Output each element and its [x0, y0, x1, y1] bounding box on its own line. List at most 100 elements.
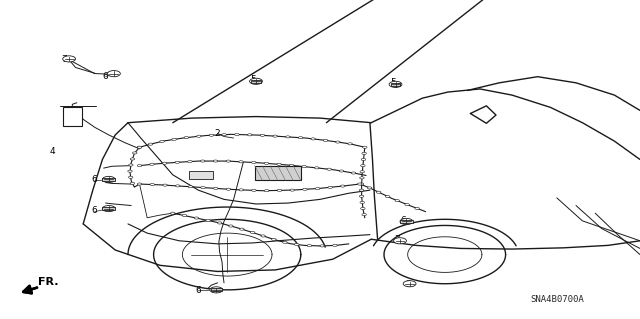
Circle shape — [228, 225, 233, 227]
Circle shape — [130, 182, 134, 184]
Circle shape — [361, 165, 365, 167]
Circle shape — [314, 167, 319, 169]
Bar — [252, 80, 261, 83]
Circle shape — [200, 160, 205, 162]
Circle shape — [150, 163, 154, 165]
Circle shape — [360, 183, 364, 185]
Circle shape — [129, 176, 133, 178]
Circle shape — [360, 207, 365, 210]
Circle shape — [359, 189, 364, 191]
Circle shape — [289, 164, 294, 167]
Circle shape — [172, 138, 176, 140]
Circle shape — [395, 200, 399, 202]
Circle shape — [201, 187, 205, 189]
Circle shape — [252, 161, 256, 164]
Circle shape — [333, 244, 337, 247]
Circle shape — [182, 214, 187, 217]
Circle shape — [385, 196, 390, 198]
Circle shape — [405, 204, 410, 206]
Bar — [63, 108, 82, 126]
Circle shape — [320, 245, 324, 247]
Circle shape — [340, 185, 345, 187]
Circle shape — [209, 134, 214, 136]
Circle shape — [277, 163, 282, 165]
Text: 7: 7 — [61, 55, 67, 64]
Circle shape — [400, 219, 413, 225]
Circle shape — [160, 140, 164, 143]
Circle shape — [358, 183, 362, 185]
Circle shape — [311, 138, 316, 140]
Circle shape — [188, 160, 192, 163]
Bar — [390, 83, 401, 86]
Circle shape — [170, 212, 175, 214]
Circle shape — [360, 201, 364, 204]
Bar — [102, 178, 115, 181]
Circle shape — [184, 137, 189, 139]
Circle shape — [239, 189, 243, 191]
Circle shape — [175, 161, 179, 163]
Circle shape — [362, 146, 367, 148]
Circle shape — [394, 238, 406, 244]
Circle shape — [108, 70, 120, 77]
Circle shape — [415, 207, 419, 210]
Text: 5: 5 — [391, 78, 396, 87]
Circle shape — [307, 245, 312, 247]
Bar — [400, 220, 413, 223]
Circle shape — [271, 238, 276, 241]
Circle shape — [239, 228, 244, 230]
Circle shape — [226, 160, 230, 162]
Circle shape — [150, 183, 154, 186]
Circle shape — [210, 287, 223, 293]
Circle shape — [283, 241, 287, 243]
Circle shape — [175, 185, 180, 187]
Text: 7: 7 — [394, 235, 399, 244]
Circle shape — [250, 231, 255, 234]
Circle shape — [260, 134, 265, 137]
Circle shape — [248, 134, 252, 136]
Circle shape — [264, 189, 269, 192]
Text: SNA4B0700A: SNA4B0700A — [530, 295, 584, 304]
Circle shape — [138, 146, 142, 148]
Circle shape — [206, 219, 211, 221]
Circle shape — [328, 186, 332, 189]
Circle shape — [290, 189, 294, 191]
Circle shape — [129, 164, 133, 166]
Circle shape — [294, 243, 299, 246]
Circle shape — [351, 172, 356, 174]
Circle shape — [163, 184, 167, 186]
Circle shape — [130, 158, 134, 160]
Circle shape — [298, 137, 303, 139]
Text: 6: 6 — [92, 175, 97, 184]
Circle shape — [213, 160, 218, 162]
Circle shape — [264, 162, 269, 164]
Circle shape — [132, 152, 137, 154]
Bar — [255, 166, 301, 180]
Text: FR.: FR. — [38, 277, 59, 287]
Text: 4: 4 — [50, 147, 55, 156]
Circle shape — [277, 189, 282, 191]
FancyArrowPatch shape — [23, 286, 37, 293]
Circle shape — [250, 78, 262, 84]
Circle shape — [285, 136, 290, 138]
Circle shape — [327, 168, 332, 170]
Bar — [189, 171, 213, 179]
Circle shape — [360, 171, 365, 173]
Circle shape — [148, 143, 153, 145]
Circle shape — [196, 135, 201, 137]
Circle shape — [303, 188, 307, 190]
Circle shape — [362, 152, 367, 154]
Circle shape — [138, 146, 142, 148]
Circle shape — [360, 177, 364, 179]
Circle shape — [222, 134, 227, 136]
Text: 6: 6 — [92, 206, 97, 215]
Circle shape — [348, 143, 352, 145]
Circle shape — [339, 170, 344, 172]
Circle shape — [316, 188, 320, 189]
Circle shape — [102, 205, 115, 211]
Text: 6: 6 — [401, 216, 406, 225]
Circle shape — [226, 188, 230, 190]
Circle shape — [138, 165, 142, 167]
Circle shape — [194, 217, 198, 219]
Circle shape — [214, 187, 218, 189]
Circle shape — [362, 213, 366, 216]
